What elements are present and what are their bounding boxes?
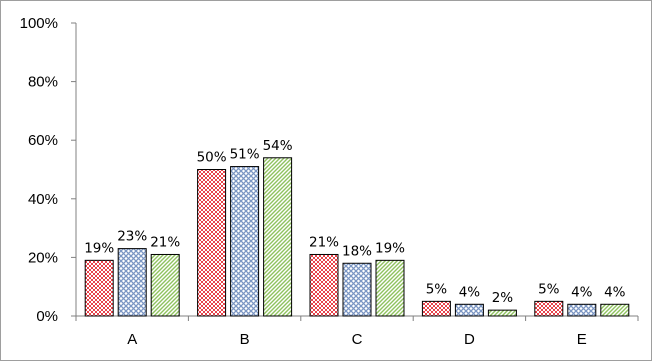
- bar: [117, 248, 147, 317]
- bar: [567, 303, 597, 317]
- bar: [263, 157, 293, 317]
- x-tick-label: B: [240, 331, 250, 348]
- data-label: 4%: [604, 284, 626, 300]
- bar: [309, 253, 339, 317]
- data-label: 5%: [426, 281, 448, 297]
- y-tick-label: 0%: [36, 308, 58, 325]
- data-label: 21%: [150, 234, 180, 250]
- bar: [150, 253, 180, 317]
- y-tick-label: 40%: [28, 191, 58, 208]
- bar: [197, 169, 227, 317]
- x-tick-label: D: [464, 331, 475, 348]
- x-tick-label: E: [577, 331, 587, 348]
- data-label: 51%: [230, 147, 260, 163]
- data-label: 19%: [375, 240, 405, 256]
- bar: [487, 309, 517, 317]
- bar: [342, 262, 372, 317]
- y-tick-label: 80%: [28, 74, 58, 91]
- bar: [534, 300, 564, 317]
- data-label: 2%: [492, 290, 514, 306]
- data-label: 18%: [342, 243, 372, 259]
- data-label: 50%: [197, 150, 227, 166]
- bar: [454, 303, 484, 317]
- bars: [84, 157, 630, 317]
- y-tick-label: 20%: [28, 249, 58, 266]
- data-label: 54%: [263, 138, 293, 154]
- data-label: 21%: [309, 234, 339, 250]
- data-label: 19%: [84, 240, 114, 256]
- bar: [375, 259, 405, 317]
- x-tick-label: A: [127, 331, 137, 348]
- bar: [230, 166, 260, 317]
- data-label: 23%: [117, 229, 147, 245]
- x-tick-label: C: [352, 331, 363, 348]
- bar: [600, 303, 630, 317]
- bar: [84, 259, 114, 317]
- data-label: 5%: [538, 281, 560, 297]
- y-tick-label: 100%: [20, 15, 58, 32]
- bar: [421, 300, 451, 317]
- data-labels: 19%23% 21%50% 51%54%21%18% 19%5% 4% 2%5% 4% 4%: [84, 138, 625, 306]
- data-label: 4%: [571, 284, 593, 300]
- data-label: 4%: [459, 284, 481, 300]
- y-tick-label: 60%: [28, 132, 58, 149]
